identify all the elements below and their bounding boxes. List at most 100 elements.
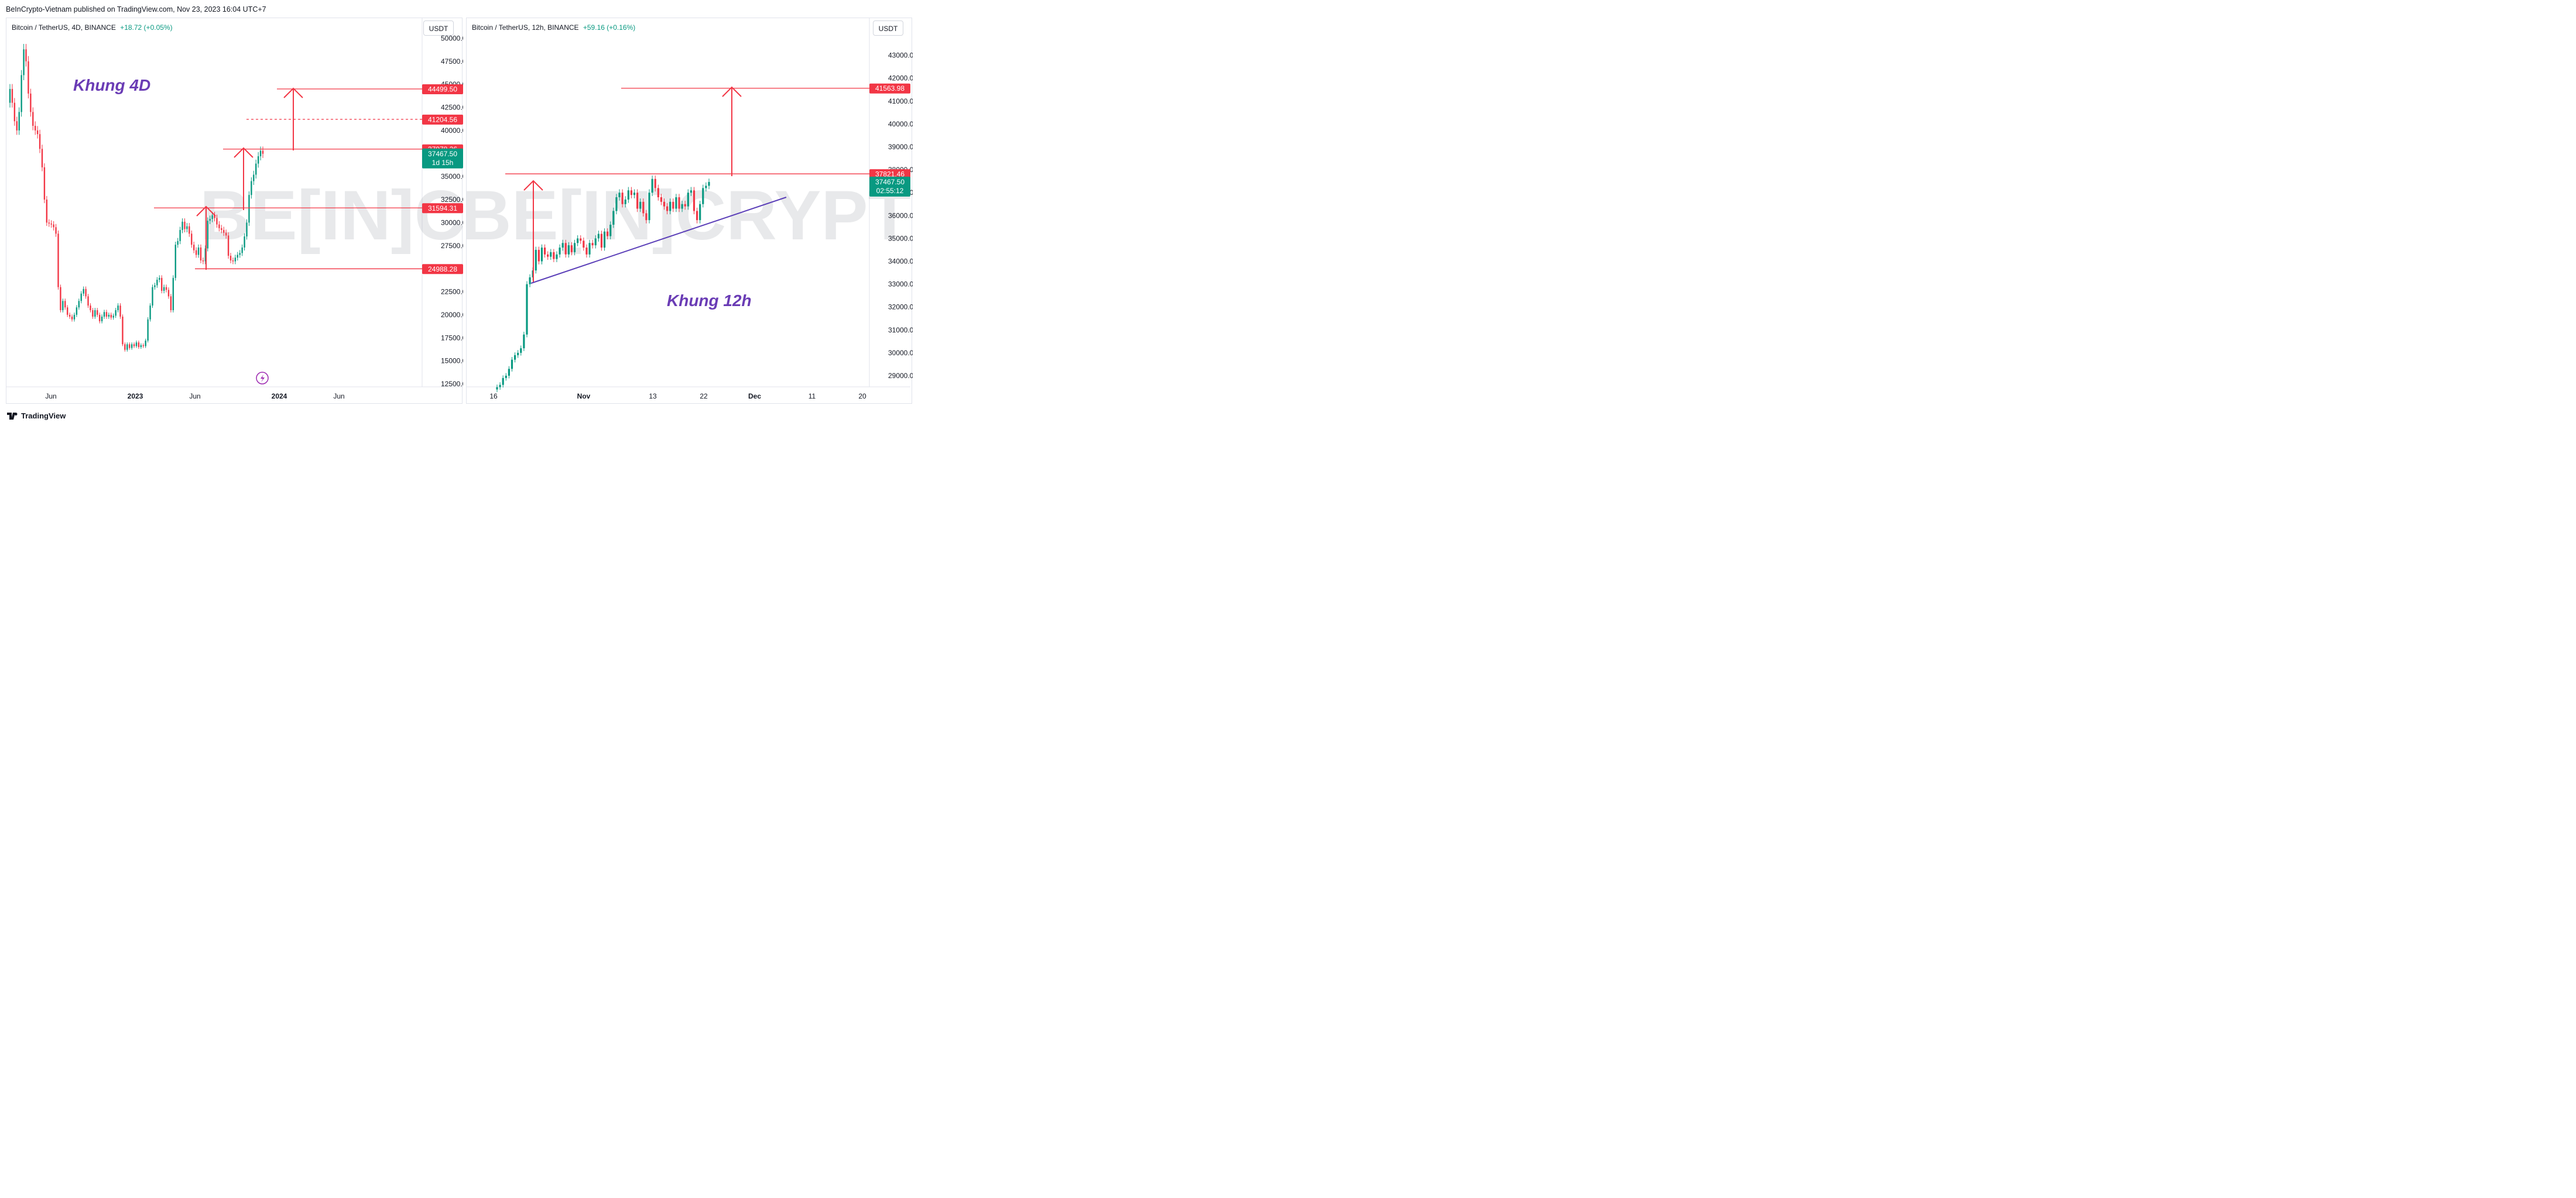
candle-body bbox=[50, 223, 52, 225]
candle-body bbox=[239, 253, 241, 255]
candle-body bbox=[11, 89, 13, 103]
candle-body bbox=[35, 126, 36, 131]
candle-body bbox=[669, 201, 672, 211]
candle-body bbox=[221, 228, 222, 230]
y-tick-label: 31000.00 bbox=[888, 326, 913, 334]
y-tick-label: 36000.00 bbox=[888, 211, 913, 219]
y-tick-label: 43000.00 bbox=[888, 52, 913, 60]
candle-body bbox=[103, 312, 105, 317]
tradingview-brand[interactable]: TradingView bbox=[7, 411, 66, 420]
candle-body bbox=[693, 190, 696, 211]
candle-body bbox=[200, 247, 202, 260]
candle-body bbox=[64, 301, 66, 308]
candle-body bbox=[583, 241, 585, 248]
candle-body bbox=[232, 260, 234, 262]
candle-body bbox=[115, 310, 117, 316]
candle-body bbox=[253, 174, 255, 181]
candle-body bbox=[156, 280, 158, 286]
level-price-tag bbox=[422, 203, 463, 214]
candle-body bbox=[48, 222, 50, 224]
currency-button[interactable]: USDT bbox=[423, 20, 454, 36]
candle-body bbox=[167, 290, 170, 297]
candle-body bbox=[559, 248, 561, 255]
x-tick-label: 22 bbox=[700, 392, 708, 400]
candle-body bbox=[262, 150, 264, 154]
legend-change: +18.72 (+0.05%) bbox=[120, 23, 173, 32]
candle-body bbox=[90, 305, 91, 310]
candle-body bbox=[191, 234, 193, 245]
candle-body bbox=[556, 254, 558, 259]
candle-body bbox=[594, 238, 597, 246]
candle-body bbox=[112, 315, 114, 318]
level-price-tag bbox=[422, 264, 463, 274]
x-tick-label: Jun bbox=[333, 392, 344, 400]
candle-body bbox=[66, 307, 68, 315]
chart-canvas-12h[interactable]: BE[IN]CRYPTO43000.0042000.0041000.004000… bbox=[467, 18, 913, 404]
x-tick-label: Nov bbox=[577, 392, 591, 400]
candle-body bbox=[561, 243, 564, 248]
candle-body bbox=[526, 284, 528, 335]
candle-body bbox=[204, 248, 207, 262]
candle-body bbox=[9, 89, 11, 103]
tradingview-logo-icon bbox=[7, 412, 18, 420]
last-price-label: 37467.50 bbox=[428, 150, 457, 158]
candle-body bbox=[535, 249, 537, 271]
candle-body bbox=[225, 232, 227, 236]
candle-body bbox=[615, 197, 618, 211]
y-tick-label: 20000.00 bbox=[441, 311, 463, 319]
candle-body bbox=[547, 254, 549, 257]
candle-body bbox=[540, 248, 543, 262]
candle-body bbox=[85, 289, 87, 297]
candle-body bbox=[663, 201, 666, 207]
timeframe-annotation: Khung 12h bbox=[667, 291, 752, 310]
y-tick-label: 35000.00 bbox=[441, 173, 463, 181]
candle-body bbox=[520, 348, 522, 353]
candle-body bbox=[177, 241, 179, 245]
candle-body bbox=[133, 344, 135, 346]
candle-body bbox=[681, 204, 683, 209]
candle-body bbox=[211, 215, 213, 219]
candle-body bbox=[174, 245, 176, 278]
candle-body bbox=[126, 344, 128, 350]
chart-canvas-4d[interactable]: BE[IN]CRYPTO50000.0047500.0045000.004250… bbox=[6, 18, 463, 404]
candle-body bbox=[684, 204, 686, 207]
candle-body bbox=[513, 355, 516, 360]
candle-body bbox=[140, 345, 142, 347]
x-tick-label: 11 bbox=[809, 392, 816, 400]
candle-body bbox=[122, 317, 124, 345]
candle-body bbox=[184, 221, 186, 229]
y-tick-label: 22500.00 bbox=[441, 288, 463, 296]
candle-body bbox=[62, 301, 64, 310]
y-tick-label: 41000.00 bbox=[888, 97, 913, 105]
level-price-label: 24988.28 bbox=[428, 265, 457, 273]
candle-body bbox=[138, 342, 140, 347]
currency-button[interactable]: USDT bbox=[873, 20, 903, 36]
candle-body bbox=[645, 213, 648, 221]
candle-body bbox=[255, 163, 257, 175]
candle-body bbox=[131, 344, 133, 348]
candle-body bbox=[607, 231, 609, 236]
candle-body bbox=[43, 167, 46, 200]
y-tick-label: 50000.00 bbox=[441, 34, 463, 42]
candle-body bbox=[218, 224, 220, 228]
candle-body bbox=[229, 256, 232, 260]
candle-body bbox=[234, 258, 237, 262]
candle-body bbox=[193, 245, 195, 250]
y-tick-label: 15000.00 bbox=[441, 357, 463, 365]
target-arrow-head bbox=[283, 87, 303, 98]
flash-icon bbox=[256, 372, 269, 385]
candle-body bbox=[189, 226, 190, 234]
candle-body bbox=[630, 190, 633, 195]
candle-body bbox=[159, 277, 160, 280]
chart-panel-12h[interactable]: BE[IN]CRYPTO43000.0042000.0041000.004000… bbox=[466, 18, 913, 404]
level-price-tag bbox=[422, 114, 463, 125]
candle-body bbox=[708, 181, 710, 186]
chart-panel-4d[interactable]: BE[IN]CRYPTO50000.0047500.0045000.004250… bbox=[6, 18, 463, 404]
y-tick-label: 47500.00 bbox=[441, 57, 463, 66]
x-tick-label: 16 bbox=[489, 392, 498, 400]
y-tick-label: 33000.00 bbox=[888, 280, 913, 289]
last-price-tag bbox=[422, 148, 463, 169]
candle-body bbox=[696, 211, 698, 221]
candle-body bbox=[672, 201, 674, 209]
candle-body bbox=[170, 296, 172, 310]
